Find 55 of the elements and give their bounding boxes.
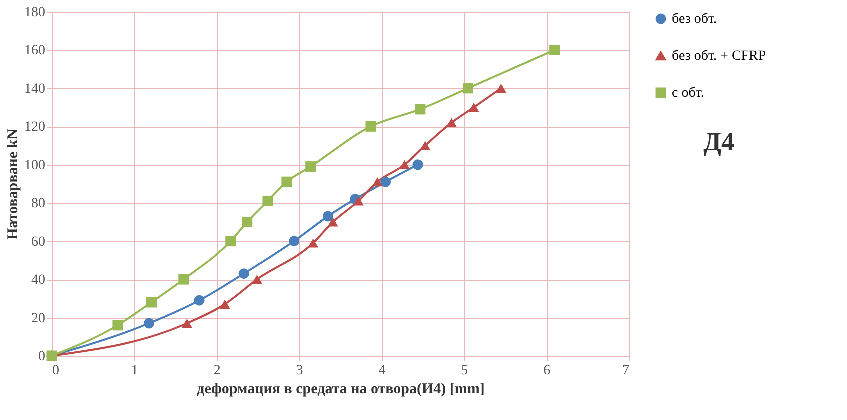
x-tick-label: 1: [131, 364, 138, 378]
point: [372, 178, 383, 187]
point: [420, 141, 431, 150]
legend-label: без обт. + CFRP: [672, 49, 766, 64]
point: [306, 162, 316, 172]
point: [226, 236, 236, 247]
point: [262, 196, 274, 206]
x-tick-label: 5: [461, 364, 468, 378]
point: [366, 121, 376, 132]
point: [238, 268, 250, 280]
x-tick-label: 4: [378, 364, 386, 378]
point: [380, 176, 392, 188]
point: [242, 216, 253, 228]
y-tick-label: 100: [24, 158, 46, 174]
x-tick-label: 0: [52, 364, 60, 378]
point: [463, 83, 474, 94]
point: [468, 103, 480, 112]
point: [412, 160, 424, 170]
point: [282, 176, 292, 188]
point: [178, 274, 190, 285]
y-axis-title: Натоварване kN: [6, 128, 22, 240]
y-tick-label: 40: [32, 273, 46, 288]
point: [400, 160, 410, 170]
y-tick-label: 120: [24, 120, 46, 136]
legend-label: с обт.: [672, 86, 704, 101]
point: [328, 218, 338, 227]
point: [112, 320, 124, 331]
y-tick-label: 140: [24, 82, 46, 97]
point: [322, 211, 334, 222]
point: [144, 318, 155, 329]
point: [252, 275, 262, 284]
point: [182, 318, 192, 328]
point: [446, 118, 458, 128]
x-tick-label: 6: [544, 364, 551, 378]
y-tick-label: 80: [32, 196, 46, 212]
text: Д4: [704, 128, 734, 157]
y-tick-label: 20: [32, 311, 46, 326]
point: [220, 300, 230, 309]
x-axis-title: деформация в средата на отвора(И4) [mm]: [197, 382, 485, 398]
point: [415, 104, 426, 115]
point: [496, 84, 506, 93]
point: [146, 297, 157, 308]
x-tick-label: 2: [214, 364, 221, 378]
point: [194, 295, 205, 306]
point: [289, 236, 300, 247]
legend-label: без обт.: [672, 12, 718, 27]
y-tick-label: 160: [24, 44, 46, 59]
point: [550, 44, 560, 56]
y-tick-label: 180: [24, 6, 46, 20]
y-tick-label: 60: [32, 234, 46, 250]
x-tick-label: 7: [622, 364, 630, 378]
x-tick-label: 3: [296, 364, 304, 378]
y-tick-label: 0: [38, 350, 46, 364]
point: [308, 238, 319, 248]
point: [353, 196, 364, 206]
